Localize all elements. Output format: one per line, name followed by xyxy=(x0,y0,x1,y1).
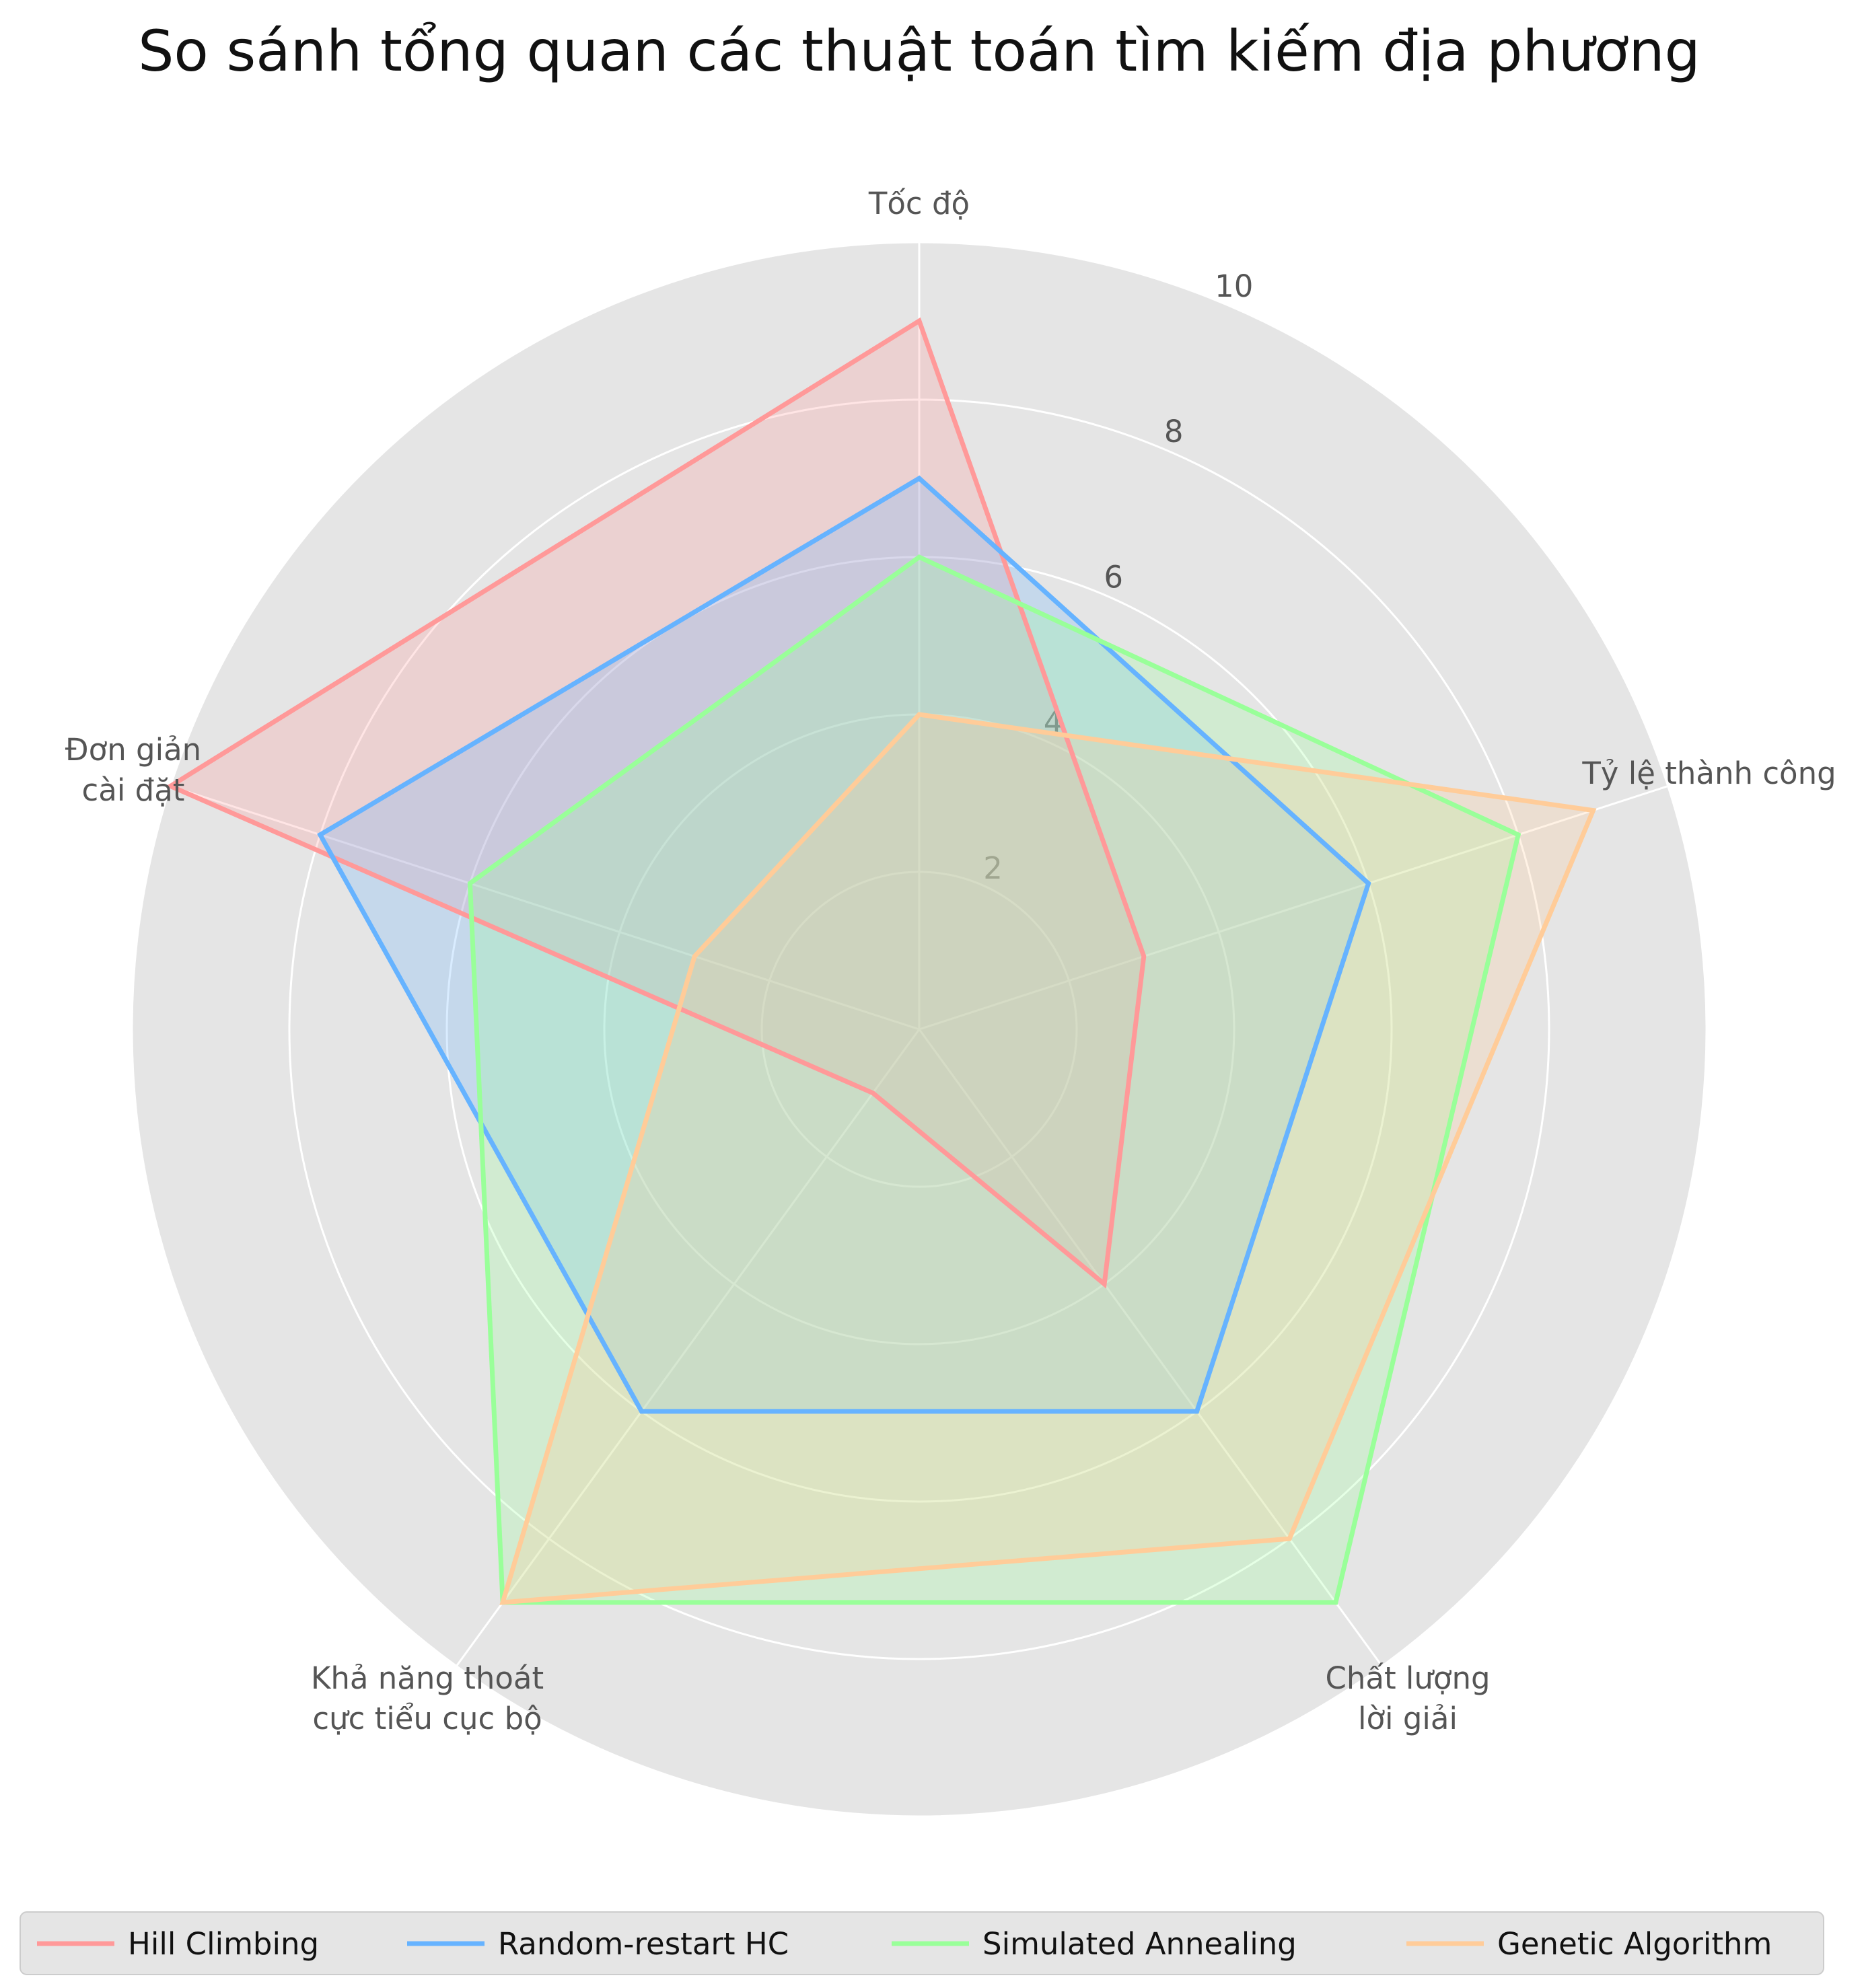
axis-label-line: Tốc độ xyxy=(868,186,970,221)
series-fill xyxy=(170,321,1144,1284)
axis-label: Tỷ lệ thành công xyxy=(1581,756,1836,791)
axis-label: Tốc độ xyxy=(868,186,970,221)
series-line xyxy=(317,475,1371,1414)
series-fill xyxy=(320,478,1369,1411)
radial-tick-label: 6 xyxy=(1104,559,1123,595)
axis-label: Khả năng thoát cực tiểu cục bộ xyxy=(311,1660,544,1736)
legend-entry-label: Hill Climbing xyxy=(128,1926,319,1962)
radial-tick-label: 2 xyxy=(983,850,1003,886)
axis-label-line: Tỷ lệ thành công xyxy=(1581,756,1836,791)
axis-spoke xyxy=(919,785,1669,1031)
series-line xyxy=(499,712,1597,1605)
legend-entry-label: Simulated Annealing xyxy=(982,1926,1297,1962)
axis-label-line: Chất lượng xyxy=(1325,1660,1490,1696)
series-fill xyxy=(503,714,1593,1603)
axis-spoke xyxy=(170,785,920,1031)
radial-tick-label: 8 xyxy=(1164,414,1184,449)
series-line xyxy=(467,554,1521,1605)
radial-tick-label: 10 xyxy=(1215,268,1253,304)
legend: Hill Climbing Random-restart HC Simulated … xyxy=(20,1911,1824,1975)
axis-label-line: Đơn giản xyxy=(65,732,201,768)
axis-label-line: cực tiểu cục bộ xyxy=(312,1701,542,1736)
series-fill xyxy=(470,557,1519,1603)
axis-label: Chất lượng lời giải xyxy=(1325,1660,1490,1736)
axis-label: Đơn giản cài đặt xyxy=(65,732,201,808)
axis-label-line: cài đặt xyxy=(82,772,185,808)
axis-label-line: lời giải xyxy=(1358,1701,1458,1736)
axis-spoke xyxy=(456,1029,921,1667)
axis-spoke xyxy=(918,1029,1383,1667)
axis-label-line: Khả năng thoát xyxy=(311,1660,544,1696)
legend-entry-label: Random-restart HC xyxy=(498,1926,789,1962)
series-line xyxy=(165,317,1147,1289)
legend-entry-label: Genetic Algorithm xyxy=(1497,1926,1772,1962)
chart-title: So sánh tổng quan các thuật toán tìm kiế… xyxy=(138,18,1700,84)
